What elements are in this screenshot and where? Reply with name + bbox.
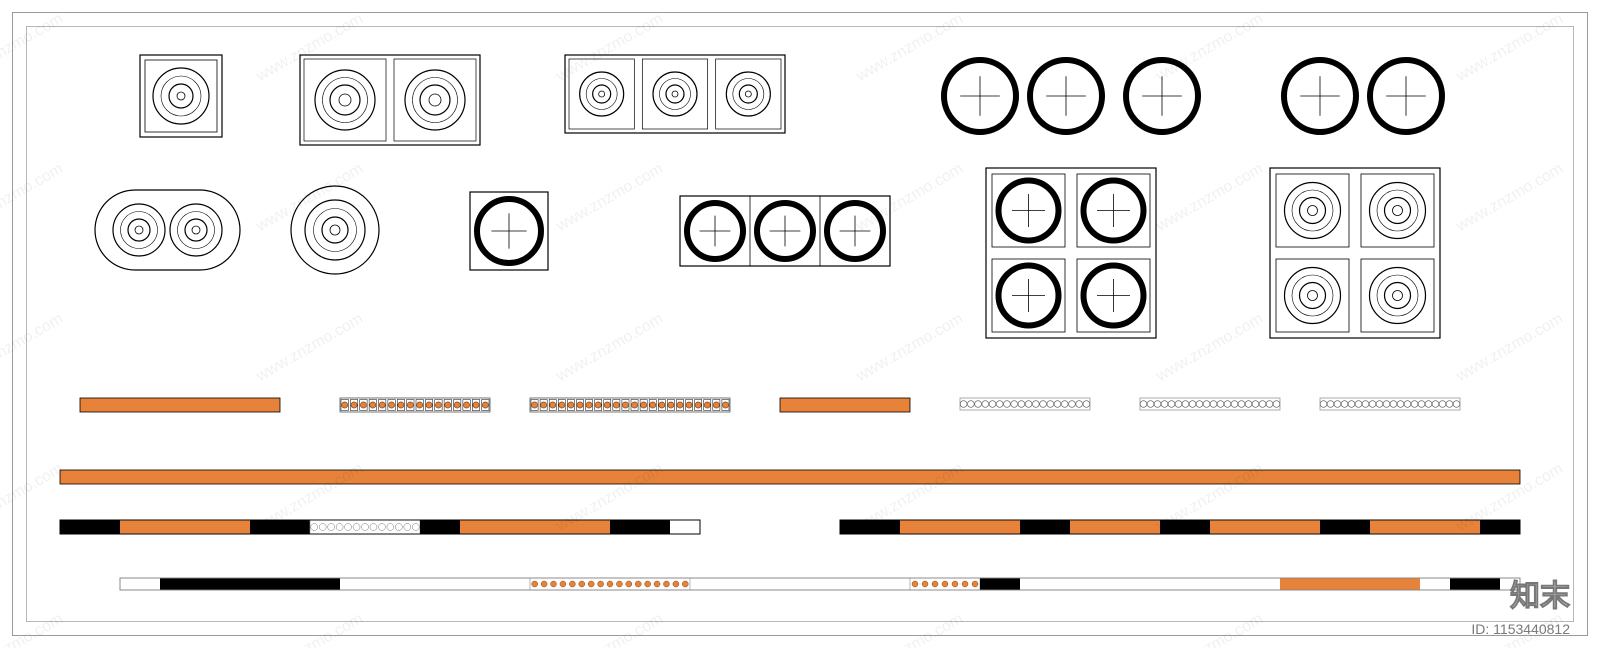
page: www.znzmo.comwww.znzmo.comwww.znzmo.comw… [0,0,1600,648]
diagram-canvas [0,0,1600,648]
id-label: ID: 1153440812 [1471,622,1570,636]
brand-watermark: 知末 [1510,582,1570,612]
